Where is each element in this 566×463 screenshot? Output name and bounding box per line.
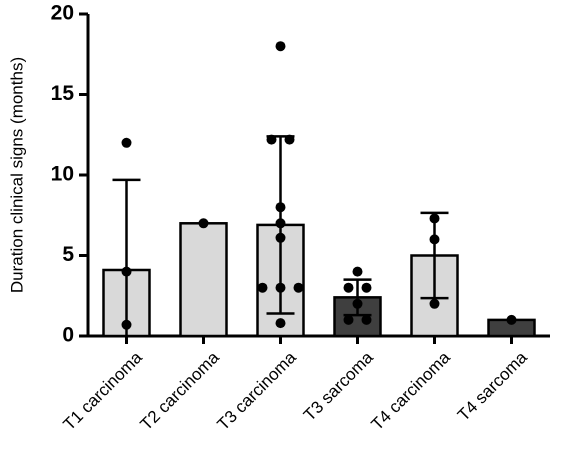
data-point [343,314,354,325]
data-point [275,41,286,52]
error-bar [343,278,372,317]
y-axis-label: Duration clinical signs (months) [7,57,26,293]
y-tick-label: 0 [62,324,74,347]
y-tick-label: 15 [51,82,75,105]
x-tick-label: T3 carcinoma [214,347,301,434]
data-point [121,137,132,148]
x-tick-label: T4 sarcoma [454,347,531,424]
data-point [361,282,372,293]
x-tick-label: T2 carcinoma [137,347,224,434]
data-point [361,314,372,325]
x-tick-label: T1 carcinoma [60,347,147,434]
x-tick-label: T3 sarcoma [300,347,377,424]
data-point [352,266,363,277]
x-tick-label: T4 carcinoma [368,347,455,434]
data-point [198,218,209,229]
data-point [343,282,354,293]
y-tick-label: 5 [62,243,74,266]
bar [179,222,228,338]
data-point [275,318,286,329]
error-bar [420,211,449,300]
y-tick-label: 20 [51,2,74,25]
data-point [293,282,304,293]
data-point [506,314,517,325]
error-bar [112,178,141,336]
data-point [429,298,440,309]
data-point [257,282,268,293]
error-bar [266,135,295,315]
y-tick-label: 10 [51,163,74,186]
